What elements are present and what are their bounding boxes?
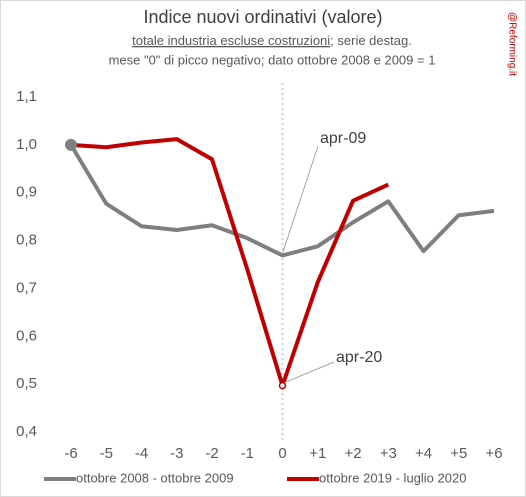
y-tick-label: 0,7 [16,279,37,296]
x-tick-label: +5 [450,445,467,462]
series-line [69,143,495,258]
y-tick-label: 0,4 [16,423,37,440]
series-line [70,137,390,388]
subtitle-rest: ; serie destag. [330,33,412,48]
annotation: apr-09 [320,130,366,147]
y-tick-label: 0,8 [16,232,37,249]
x-tick-label: +6 [485,445,502,462]
annotation: apr-20 [336,349,382,366]
y-tick-label: 1,0 [16,136,37,153]
x-tick-label: +3 [380,445,397,462]
x-tick-label: -4 [135,445,148,462]
chart-title: Indice nuovi ordinativi (valore) [143,7,382,27]
x-tick-label: -3 [170,445,183,462]
x-tick-label: -2 [205,445,218,462]
x-tick-label: -6 [64,445,77,462]
source: @Reforming.it [506,12,517,76]
x-tick-label: -1 [241,445,254,462]
y-tick-label: 1,1 [16,88,37,105]
subtitle-underlined: totale industria escluse costruzioni [132,33,330,48]
x-tick-label: 0 [278,445,286,462]
y-tick-label: 0,5 [16,375,37,392]
marker [65,138,77,151]
y-tick-label: 0,6 [16,327,37,344]
x-tick-label: +4 [415,445,432,462]
x-tick-label: +1 [309,445,326,462]
y-tick-label: 0,9 [16,184,37,201]
annotation-leader [282,145,319,254]
x-tick-label: -5 [100,445,113,462]
x-tick-label: +2 [344,445,361,462]
legend-label: ottobre 2008 - ottobre 2009 [76,470,234,485]
annotation-leader [284,361,335,384]
note: mese "0" di picco negativo; dato ottobre… [109,52,436,67]
marker [278,381,287,390]
subtitle: totale industria escluse costruzioni; se… [132,33,412,48]
legend-label: ottobre 2019 - luglio 2020 [319,470,466,485]
